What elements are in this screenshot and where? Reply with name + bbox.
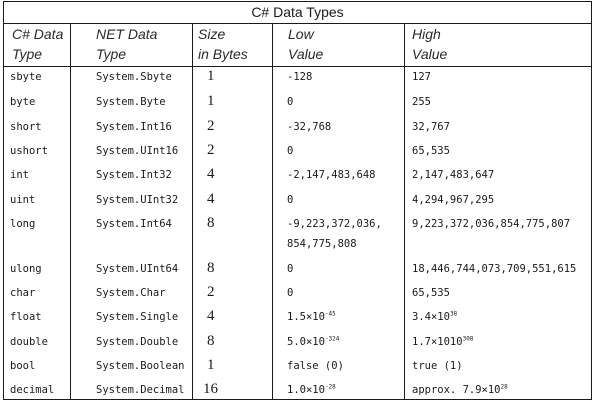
size-bytes: 4 [207, 191, 215, 207]
low-value: 0 [287, 263, 294, 275]
net-type: System.Char [96, 287, 166, 299]
high-value: 127 [412, 71, 431, 83]
net-type: System.Decimal [96, 384, 185, 396]
size-bytes: 1 [207, 68, 215, 84]
low-value: 0 [287, 287, 294, 299]
size-bytes: 2 [207, 118, 215, 134]
high-exponent: 38 [449, 310, 458, 318]
net-type: System.UInt32 [96, 194, 179, 206]
net-type: System.Int64 [96, 218, 172, 230]
high-value: 1.7×1010308 [412, 332, 473, 352]
cs-type: decimal [10, 384, 55, 396]
high-exponent: 308 [462, 335, 474, 343]
net-type: System.Int32 [96, 169, 172, 181]
high-value: 3.4×1038 [412, 307, 457, 327]
net-type: System.Int16 [96, 121, 172, 133]
net-type: System.Sbyte [96, 71, 172, 83]
low-value: -2,147,483,648 [287, 169, 376, 181]
size-bytes: 2 [207, 142, 215, 158]
low-value: 0 [287, 145, 294, 157]
cs-type: byte [10, 96, 36, 108]
header-net-line2: Type [96, 46, 127, 62]
column-divider [272, 24, 273, 399]
low-mantissa: 1.5×10 [287, 311, 325, 323]
header-cs-line2: Type [12, 46, 43, 62]
low-value: -32,768 [287, 121, 332, 133]
cs-type: long [10, 218, 36, 230]
high-value: 32,767 [412, 121, 450, 133]
table-title: C# Data Types [4, 2, 591, 24]
data-types-table: C# Data Types C# Data Type NET Data Type… [3, 1, 592, 400]
high-value: 2,147,483,647 [412, 169, 495, 181]
high-value: approx. 7.9×1028 [412, 380, 508, 400]
high-value: 255 [412, 96, 431, 108]
low-value-continued: 854,775,808 [287, 238, 357, 250]
size-bytes: 1 [207, 357, 215, 373]
header-low-line1: Low [288, 26, 314, 42]
cs-type: ulong [10, 263, 42, 275]
column-divider [70, 24, 71, 399]
high-value: 65,535 [412, 287, 450, 299]
high-value: 65,535 [412, 145, 450, 157]
header-size-line1: Size [198, 26, 226, 42]
cs-type: short [10, 121, 42, 133]
header-low-line2: Value [288, 46, 324, 62]
cs-type: sbyte [10, 71, 42, 83]
net-type: System.Boolean [96, 360, 185, 372]
header-cs-line1: C# Data [12, 26, 64, 42]
header-high-line2: Value [412, 46, 448, 62]
low-mantissa: 5.0×10 [287, 336, 325, 348]
cs-type: bool [10, 360, 36, 372]
cs-type: float [10, 311, 42, 323]
high-value: 18,446,744,073,709,551,615 [412, 263, 577, 275]
size-bytes: 4 [207, 308, 215, 324]
high-exponent: 28 [500, 383, 508, 391]
low-value: -9,223,372,036, [287, 218, 382, 230]
high-value: 9,223,372,036,854,775,807 [412, 218, 571, 230]
cs-type: double [10, 336, 48, 348]
low-exponent: -324 [324, 335, 340, 343]
high-mantissa: approx. 7.9×10 [412, 384, 501, 396]
high-mantissa: 3.4×10 [412, 311, 450, 323]
net-type: System.Single [96, 311, 179, 323]
net-type: System.Double [96, 336, 179, 348]
size-bytes: 1 [207, 93, 215, 109]
low-value: 0 [287, 96, 294, 108]
low-value: 0 [287, 194, 294, 206]
high-value: 4,294,967,295 [412, 194, 495, 206]
low-value: 1.5×10-45 [287, 307, 336, 327]
low-value: 5.0×10-324 [287, 332, 339, 352]
net-type: System.UInt16 [96, 145, 179, 157]
net-type: System.UInt64 [96, 263, 179, 275]
cs-type: ushort [10, 145, 48, 157]
size-bytes: 8 [207, 260, 215, 276]
high-mantissa: 1.7×1010 [412, 336, 463, 348]
low-exponent: -45 [324, 310, 336, 318]
low-exponent: -28 [324, 383, 336, 391]
high-value: true (1) [412, 360, 463, 372]
cs-type: uint [10, 194, 36, 206]
column-divider [404, 24, 405, 399]
low-value: false (0) [287, 360, 344, 372]
header-high-line1: High [412, 26, 441, 42]
cs-type: char [10, 287, 36, 299]
size-bytes: 8 [207, 333, 215, 349]
column-divider [192, 24, 193, 399]
low-mantissa: 1.0×10 [287, 384, 325, 396]
header-divider [4, 66, 591, 67]
size-bytes: 2 [207, 284, 215, 300]
net-type: System.Byte [96, 96, 166, 108]
size-bytes: 4 [207, 166, 215, 182]
size-bytes: 16 [203, 381, 218, 397]
size-bytes: 8 [207, 215, 215, 231]
header-size-line2: in Bytes [198, 46, 248, 62]
low-value: 1.0×10-28 [287, 380, 336, 400]
cs-type: int [10, 169, 29, 181]
header-net-line1: NET Data [96, 26, 158, 42]
low-value: -128 [287, 71, 313, 83]
